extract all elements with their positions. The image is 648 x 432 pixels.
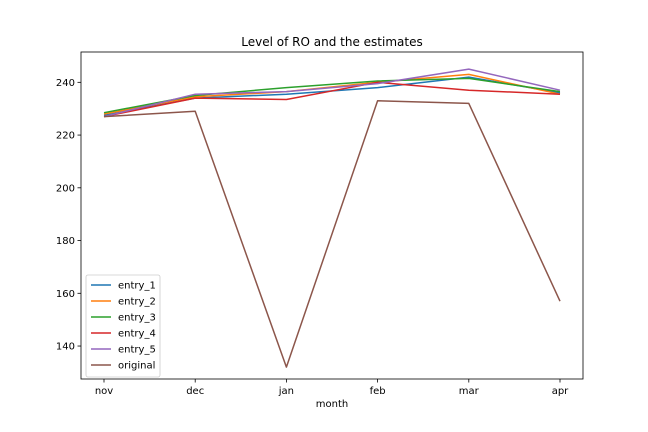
y-tick-label: 180	[56, 236, 75, 247]
x-tick-label: nov	[95, 386, 113, 397]
y-tick-label: 220	[56, 131, 75, 142]
series-lines	[103, 68, 561, 368]
legend: entry_1 entry_2 entry_3 entry_4 entry_5origi…	[85, 274, 161, 378]
x-axis-label: month	[316, 399, 348, 410]
legend-label: entry_4	[118, 329, 156, 340]
y-tick-label: 240	[56, 78, 75, 89]
x-tick-label: apr	[552, 386, 569, 397]
legend-label: entry_5	[118, 345, 156, 356]
y-tick-label: 160	[56, 289, 75, 300]
series-line-entry_5	[103, 68, 561, 118]
series-line-original	[103, 100, 561, 368]
x-tick-label: feb	[370, 386, 386, 397]
chart-title: Level of RO and the estimates	[241, 35, 422, 49]
x-axis: nov dec jan feb mar apr	[95, 379, 569, 397]
legend-label: entry_1	[118, 281, 156, 292]
x-tick-label: dec	[186, 386, 204, 397]
y-tick-label: 200	[56, 183, 75, 194]
y-axis: 140 160 180 200 220 240	[56, 78, 81, 353]
legend-label: entry_3	[118, 313, 156, 324]
series-line-entry_1	[103, 76, 561, 117]
series-line-entry_4	[103, 81, 561, 118]
x-tick-label: jan	[278, 386, 294, 397]
x-tick-label: mar	[459, 386, 480, 397]
plot-frame	[80, 51, 584, 380]
series-line-entry_3	[103, 77, 561, 114]
legend-label: original	[118, 361, 155, 372]
legend-label: entry_2	[118, 297, 156, 308]
y-tick-label: 140	[56, 342, 75, 353]
